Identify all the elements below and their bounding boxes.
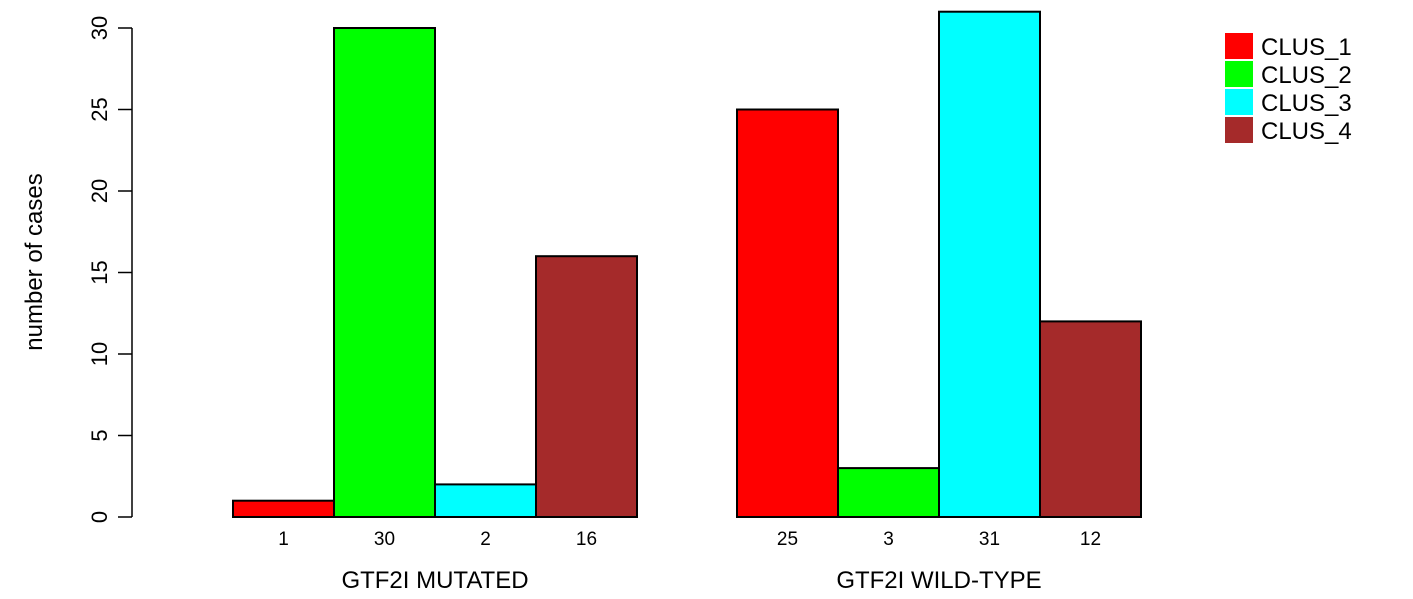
bar-clus-3	[938, 10, 1041, 518]
legend-swatch	[1225, 117, 1253, 143]
bar-count-label: 3	[883, 529, 894, 550]
bars	[232, 10, 1142, 519]
y-tick-label: 0	[87, 511, 112, 523]
bar-count-label: 12	[1080, 529, 1101, 550]
bar-clus-2	[333, 27, 436, 518]
bar-count-label: 30	[374, 529, 395, 550]
legend-swatch	[1225, 33, 1253, 59]
bar-clus-4	[535, 255, 638, 518]
legend-swatch	[1225, 61, 1253, 87]
group-labels: GTF2I MUTATED GTF2I WILD-TYPE	[341, 567, 1041, 594]
y-tick-label: 10	[87, 342, 112, 366]
bar-clus-4	[1039, 320, 1142, 518]
legend-label: CLUS_1	[1261, 34, 1352, 61]
y-tick-label: 5	[87, 429, 112, 441]
legend-label: CLUS_4	[1261, 118, 1352, 145]
y-tick-label: 15	[87, 260, 112, 284]
bar-count-label: 16	[576, 529, 597, 550]
y-tick-label: 25	[87, 97, 112, 121]
bar-clus-3	[434, 483, 537, 518]
group-label: GTF2I MUTATED	[341, 567, 528, 594]
bar-count-label: 1	[278, 529, 289, 550]
legend-swatch	[1225, 89, 1253, 115]
bar-clus-1	[232, 499, 335, 519]
y-tick-label: 20	[87, 179, 112, 203]
bar-clus-1	[736, 108, 839, 518]
y-tick-label: 30	[87, 16, 112, 40]
bar-clus-2	[837, 467, 940, 519]
count-labels: 1 30 2 16 25 3 31 12	[278, 529, 1101, 550]
y-axis-label: number of cases	[21, 173, 48, 350]
legend-label: CLUS_2	[1261, 62, 1352, 89]
bar-count-label: 2	[480, 529, 491, 550]
bar-count-label: 25	[777, 529, 798, 550]
legend-label: CLUS_3	[1261, 90, 1352, 117]
y-axis: 0 5 10 15 20 25 30	[87, 16, 133, 523]
bar-count-label: 31	[979, 529, 1000, 550]
group-label: GTF2I WILD-TYPE	[836, 567, 1041, 594]
